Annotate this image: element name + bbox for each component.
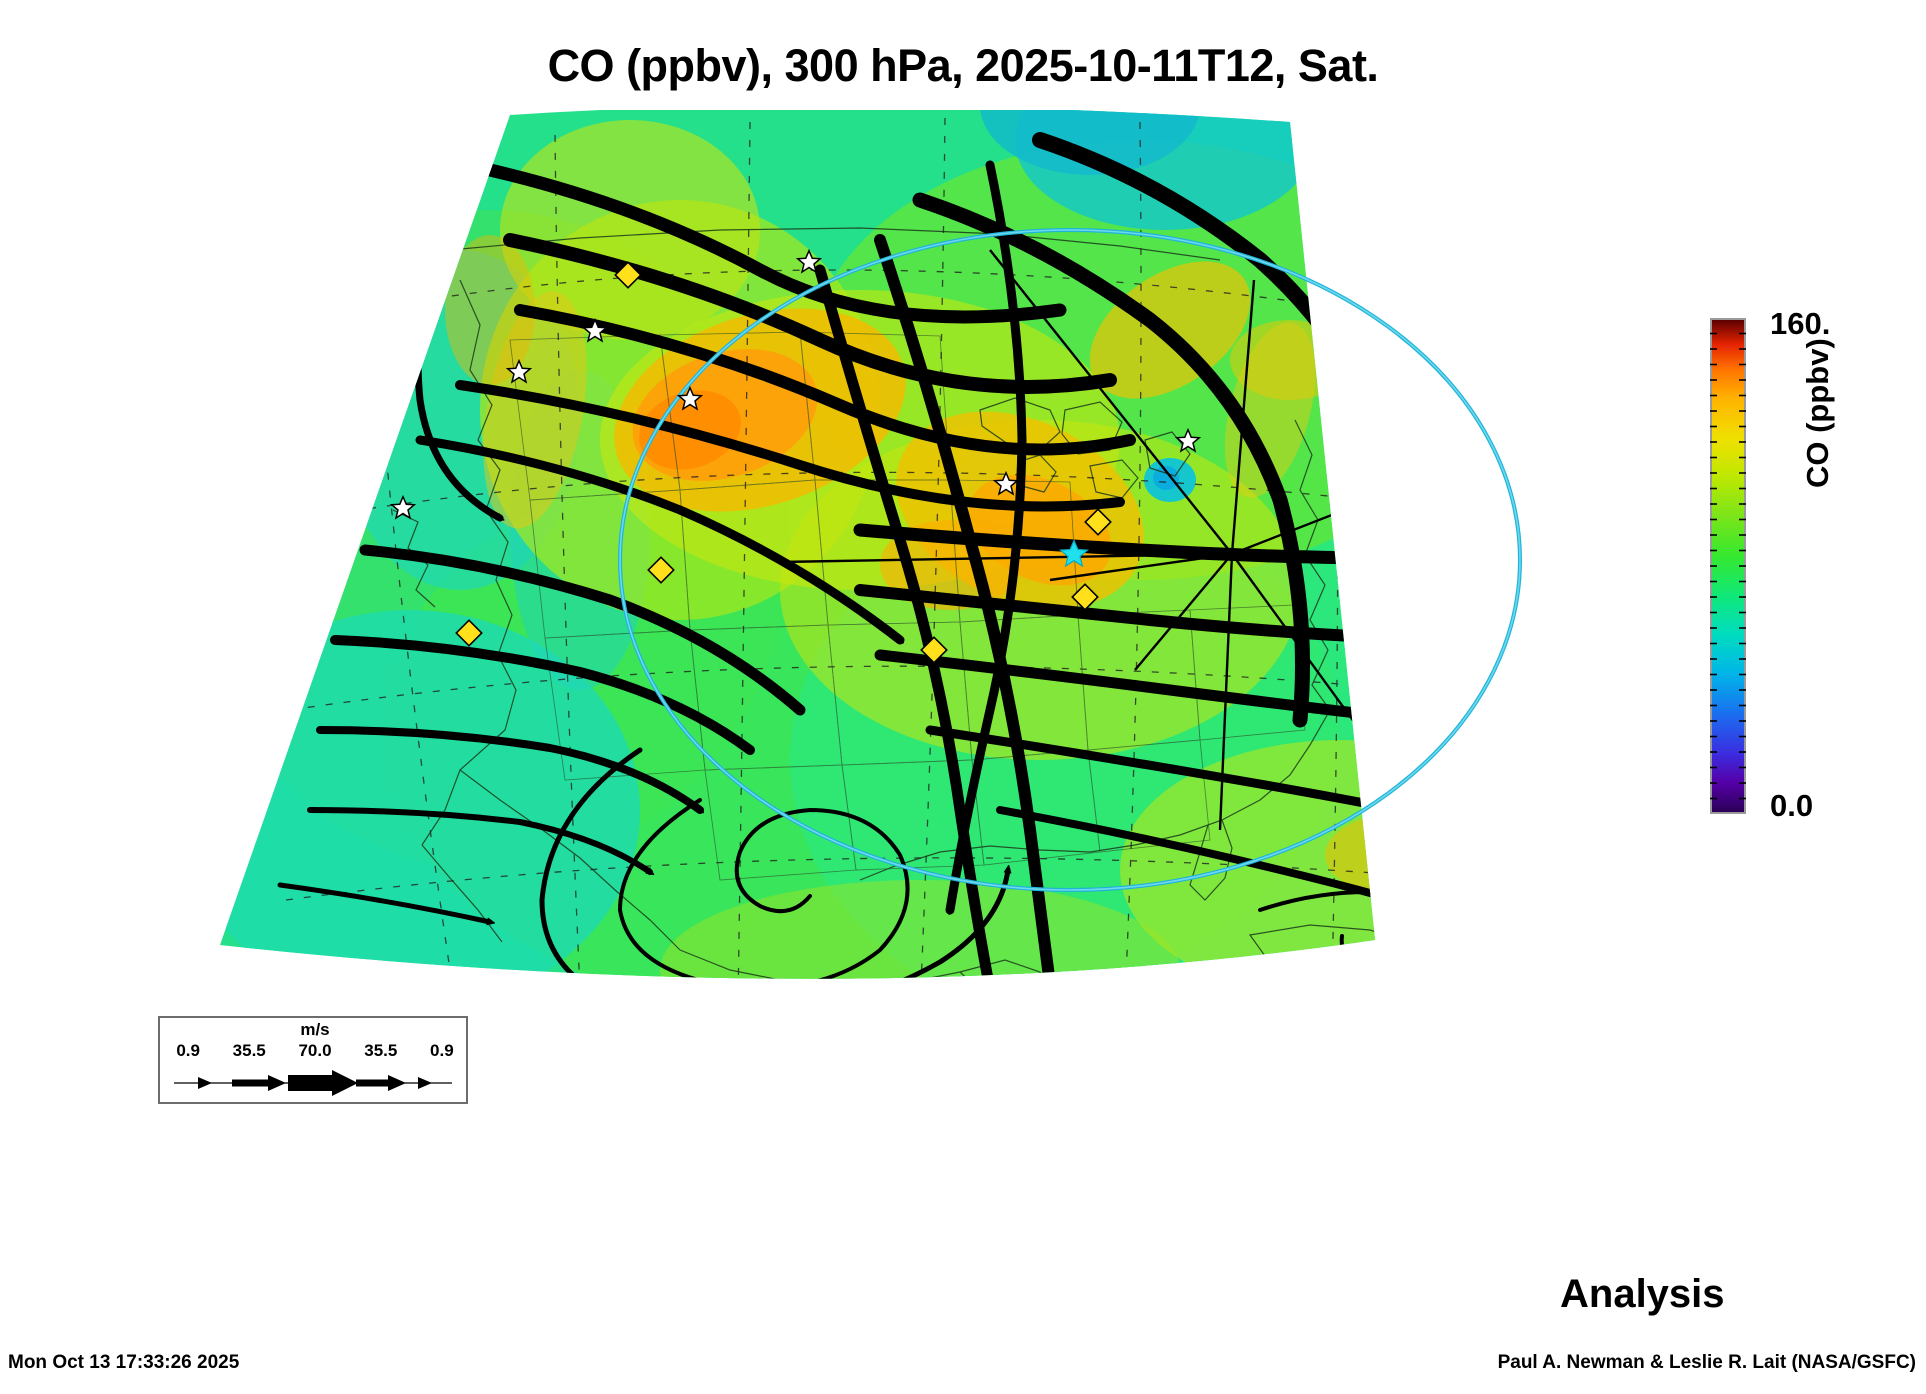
co-field-map[interactable] xyxy=(160,110,1580,1010)
base-station-star xyxy=(1058,538,1090,568)
wind-speed-legend: m/s 0.9 35.5 70.0 35.5 0.9 xyxy=(158,1016,468,1104)
star-marker xyxy=(389,248,1202,520)
colorbar-ticks xyxy=(1710,332,1746,800)
analysis-label: Analysis xyxy=(1560,1272,1725,1316)
render-timestamp: Mon Oct 13 17:33:26 2025 xyxy=(8,1352,240,1373)
wind-value-3: 35.5 xyxy=(364,1041,398,1060)
wind-arrow-scale xyxy=(174,1070,452,1096)
coastline-layer xyxy=(392,227,1375,979)
map-panel[interactable] xyxy=(160,110,1580,1010)
colorbar-max-label: 160. xyxy=(1770,306,1831,341)
wind-units-label: m/s xyxy=(300,1020,330,1039)
range-ring xyxy=(618,228,1522,892)
wind-value-1: 35.5 xyxy=(232,1041,266,1060)
wind-value-0: 0.9 xyxy=(176,1041,200,1060)
page-title: CO (ppbv), 300 hPa, 2025-10-11T12, Sat. xyxy=(547,40,1379,91)
wind-value-labels: 0.9 35.5 70.0 35.5 0.9 xyxy=(160,1040,470,1062)
wind-value-4: 0.9 xyxy=(430,1041,454,1060)
diamond-marker xyxy=(455,261,1112,664)
colorbar: 160. 0.0 CO (ppbv) xyxy=(1700,306,1926,823)
colorbar-axis-label: CO (ppbv) xyxy=(1800,338,1835,488)
site-markers-layer[interactable] xyxy=(389,248,1202,664)
wind-value-2: 70.0 xyxy=(298,1041,332,1060)
author-credit: Paul A. Newman & Leslie R. Lait (NASA/GS… xyxy=(1497,1352,1916,1373)
colorbar-min-label: 0.0 xyxy=(1770,788,1814,823)
flight-track-layer xyxy=(779,249,1375,831)
state-borders-layer xyxy=(509,331,1306,881)
co-field-layer xyxy=(220,110,1375,979)
